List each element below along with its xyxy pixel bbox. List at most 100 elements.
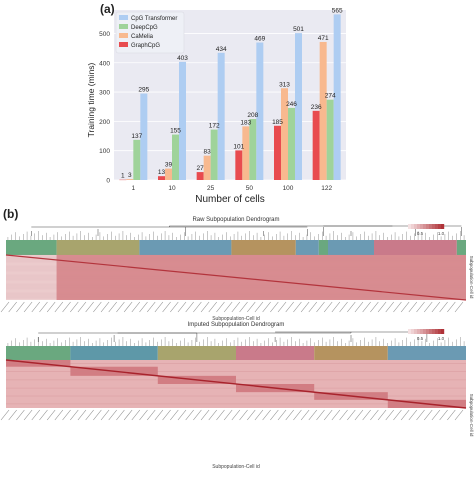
x-tick-mark [301, 302, 309, 312]
bar [165, 169, 172, 180]
x-tick-mark [455, 410, 463, 420]
x-tick-mark [340, 410, 348, 420]
x-tick-mark [201, 302, 209, 312]
x-tick-mark [1, 302, 9, 312]
x-tick-mark [39, 302, 47, 312]
data-label: 101 [233, 143, 244, 150]
data-label: 565 [332, 7, 343, 14]
x-tick-mark [255, 302, 263, 312]
data-label: 83 [204, 149, 212, 156]
bar [197, 172, 204, 180]
bar [172, 135, 179, 180]
colorbar-tick-label: 0.5 [417, 336, 424, 341]
x-tick-mark [178, 410, 186, 420]
x-tick-mark [263, 410, 271, 420]
x-tick-mark [163, 302, 171, 312]
cluster-segment [388, 346, 466, 360]
data-label: 183 [240, 119, 251, 126]
legend-label-deepcpg: DeepCpG [131, 25, 158, 31]
data-label: 137 [131, 133, 142, 140]
bar [158, 176, 165, 180]
x-tick-mark [363, 302, 371, 312]
x-tick-mark [263, 302, 271, 312]
bar [235, 150, 242, 180]
x-tick-mark [170, 410, 178, 420]
raw-similarity-matrix [6, 255, 466, 300]
raw-dendrogram [8, 226, 464, 240]
x-axis-label: Number of cells [195, 194, 264, 205]
x-tick-mark [24, 410, 32, 420]
x-tick-label: 10 [168, 185, 176, 192]
x-tick-mark [147, 410, 155, 420]
panel-b-label: (b) [3, 207, 18, 221]
colorbar-cell [408, 329, 411, 334]
x-tick-label: 25 [207, 185, 215, 192]
x-tick-mark [347, 302, 355, 312]
colorbar-cell [438, 329, 441, 334]
x-tick-mark [47, 302, 55, 312]
legend-swatch-graphcpg [119, 42, 128, 47]
x-tick-mark [63, 410, 71, 420]
x-tick-mark [140, 302, 148, 312]
x-tick-mark [32, 302, 40, 312]
y-tick-label: 400 [99, 60, 110, 67]
x-tick-mark [309, 302, 317, 312]
x-tick-mark [101, 410, 109, 420]
cluster-segment [70, 346, 157, 360]
x-tick-mark [386, 410, 394, 420]
x-tick-mark [409, 410, 417, 420]
x-tick-mark [55, 410, 63, 420]
legend: CpG Transformer DeepCpG CaMelia GraphCpG [116, 12, 184, 53]
x-tick-mark [224, 302, 232, 312]
x-tick-mark [355, 410, 363, 420]
x-tick-mark [255, 410, 263, 420]
x-tick-mark [440, 410, 448, 420]
x-tick-mark [132, 302, 140, 312]
x-tick-mark [224, 410, 232, 420]
data-label: 27 [197, 165, 205, 172]
x-tick-mark [386, 302, 394, 312]
x-tick-mark [417, 410, 425, 420]
data-label: 185 [272, 119, 283, 126]
x-tick-mark [24, 302, 32, 312]
bar [179, 62, 186, 180]
x-tick-mark [247, 410, 255, 420]
colorbar-cell [420, 329, 423, 334]
imputed-y-axis-label: Subpopulation-Cell id [469, 394, 474, 437]
bar [327, 100, 334, 180]
cluster-segment [328, 240, 374, 255]
x-tick-mark [116, 410, 124, 420]
x-tick-mark [401, 302, 409, 312]
cluster-segment [6, 240, 57, 255]
x-tick-mark [293, 302, 301, 312]
y-tick-label: 500 [99, 31, 110, 38]
bar [274, 126, 281, 180]
x-tick-mark [340, 302, 348, 312]
data-label: 172 [209, 123, 220, 130]
x-tick-mark [147, 302, 155, 312]
x-tick-mark [124, 302, 132, 312]
legend-label-camelia: CaMelia [131, 34, 154, 40]
colorbar-cell [417, 329, 420, 334]
x-tick-mark [170, 302, 178, 312]
x-tick-mark [201, 410, 209, 420]
colorbar-cell [441, 329, 444, 334]
bar [249, 119, 256, 180]
bar [211, 130, 218, 180]
cluster-segment [158, 346, 236, 360]
x-tick-mark [101, 302, 109, 312]
x-tick-mark [378, 410, 386, 420]
x-tick-mark [417, 302, 425, 312]
x-tick-label: 100 [283, 185, 294, 192]
x-tick-mark [163, 410, 171, 420]
legend-swatch-deepcpg [119, 24, 128, 29]
x-tick-mark [186, 410, 194, 420]
raw-y-axis-label: Subpopulation-Cell id [469, 256, 474, 299]
x-tick-mark [393, 410, 401, 420]
imputed-heatmap-title: Imputed Subpopulation Dendrogram [188, 322, 285, 328]
x-tick-mark [270, 302, 278, 312]
data-label: 3 [128, 172, 132, 179]
x-tick-mark [447, 410, 455, 420]
